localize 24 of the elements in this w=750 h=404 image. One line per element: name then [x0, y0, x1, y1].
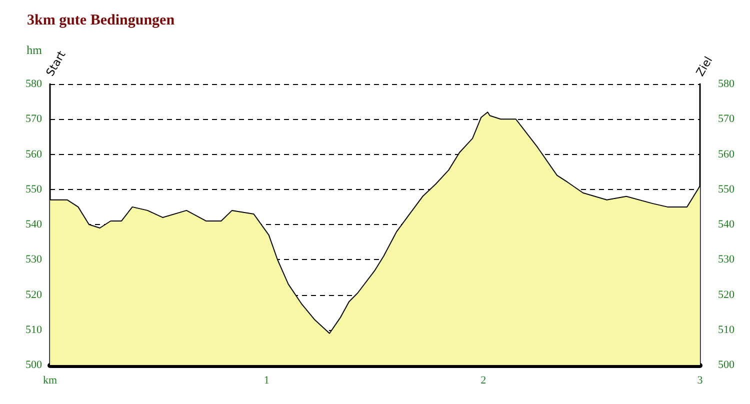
- x-tick-label: 3: [697, 374, 704, 386]
- y-tick-label: 530: [26, 254, 42, 266]
- y-axis-title: hm: [26, 43, 43, 57]
- y-tick-label: 570: [26, 113, 42, 126]
- y-tick-label: 550: [26, 183, 42, 196]
- y2-tick-label: 570: [718, 113, 735, 126]
- y2-tick-label: 510: [718, 324, 735, 336]
- y2-tick-label: 560: [718, 148, 735, 160]
- y-tick-label: 580: [26, 78, 42, 90]
- y-tick-label: 510: [26, 324, 42, 336]
- y-tick-label: 520: [26, 288, 42, 301]
- y2-tick-label: 520: [718, 288, 735, 301]
- y2-tick-label: 530: [718, 254, 735, 266]
- y2-tick-label: 580: [718, 78, 735, 90]
- y-tick-label: 560: [26, 148, 42, 160]
- x-tick-label: 1: [264, 374, 270, 386]
- y-tick-label: 500: [26, 359, 42, 371]
- y2-tick-label: 550: [718, 183, 735, 196]
- chart-title: 3km gute Bedingungen: [27, 12, 176, 28]
- y-tick-label: 540: [26, 218, 42, 230]
- y2-tick-label: 500: [718, 359, 735, 371]
- x-tick-label: km: [42, 374, 58, 386]
- y2-tick-label: 540: [718, 218, 735, 230]
- x-tick-label: 2: [480, 374, 486, 386]
